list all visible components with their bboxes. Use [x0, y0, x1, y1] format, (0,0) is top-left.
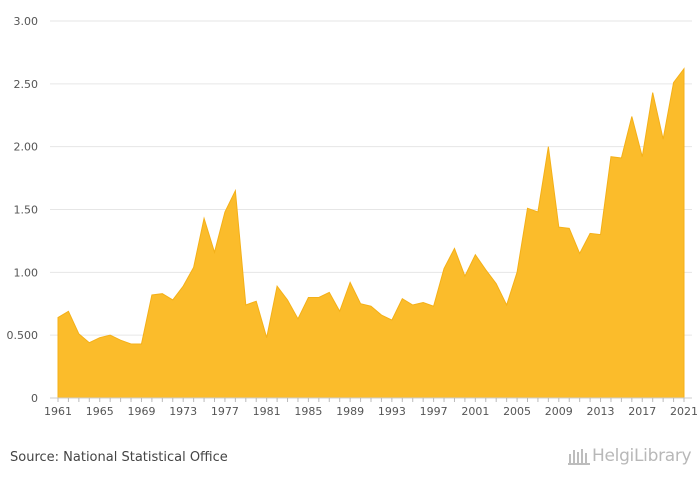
x-tick-label: 2021 — [670, 405, 698, 418]
x-tick-label: 1997 — [420, 405, 448, 418]
y-tick-label: 0 — [31, 392, 38, 405]
y-tick-label: 2.00 — [14, 141, 39, 154]
area-layer — [57, 67, 685, 399]
y-tick-label: 0.500 — [7, 329, 39, 342]
area-chart: 0 0.500 1.00 1.50 2.00 2.50 3.00 1961 1965 1969 19… — [7, 15, 699, 418]
x-tick-label: 1977 — [211, 405, 239, 418]
brand-name: HelgiLibrary — [592, 446, 692, 466]
y-tick-label: 3.00 — [14, 15, 39, 28]
x-tick-label: 2017 — [628, 405, 656, 418]
x-tick-label: 1981 — [253, 405, 281, 418]
x-tick-label: 1969 — [127, 405, 155, 418]
y-tick-label: 1.50 — [14, 204, 39, 217]
y-tick-label: 2.50 — [14, 78, 39, 91]
library-icon — [568, 449, 590, 465]
x-tick-label: 1973 — [169, 405, 197, 418]
series-area — [57, 67, 685, 399]
x-tick-label: 1985 — [294, 405, 322, 418]
y-tick-label: 1.00 — [14, 266, 39, 279]
x-tick-label: 2005 — [503, 405, 531, 418]
x-tick-label: 2001 — [461, 405, 489, 418]
brand-logo: HelgiLibrary — [568, 446, 692, 466]
x-tick-label: 1993 — [378, 405, 406, 418]
x-tick-label: 2013 — [587, 405, 615, 418]
x-tick-label: 1961 — [44, 405, 72, 418]
axis-layer: 0 0.500 1.00 1.50 2.00 2.50 3.00 1961 1965 1969 19… — [7, 15, 699, 418]
x-tick-label: 1965 — [86, 405, 114, 418]
x-tick-label: 2009 — [545, 405, 573, 418]
source-note: Source: National Statistical Office — [10, 450, 228, 465]
x-tick-label: 1989 — [336, 405, 364, 418]
